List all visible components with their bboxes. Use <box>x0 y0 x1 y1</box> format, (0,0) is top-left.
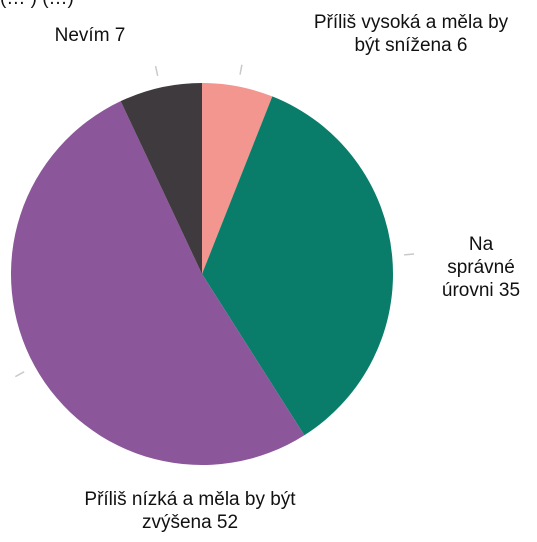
label-line: být snížena 6 <box>354 35 468 56</box>
label-line: Nevím 7 <box>54 25 126 46</box>
label-line: Příliš nízká a měla by být <box>84 489 296 510</box>
label-line: Příliš vysoká a měla by <box>313 12 509 33</box>
leader-line <box>404 253 415 256</box>
label-line: Na <box>468 234 494 255</box>
pie-slice-dont-know <box>120 83 202 274</box>
label-line: úrovni 35 <box>441 280 521 301</box>
leader-line <box>239 64 243 75</box>
chart-title: (… ) (…) <box>0 0 74 10</box>
label-slice-too-high: Příliš vysoká a měla by být snížena 6 <box>285 11 537 57</box>
label-line: správné <box>447 257 515 278</box>
label-slice-correct: Na správné úrovni 35 <box>425 233 537 302</box>
label-line: zvýšena 52 <box>141 512 239 533</box>
leader-line <box>154 65 159 77</box>
pie-slice-too-high <box>202 83 273 274</box>
label-slice-too-low: Příliš nízká a měla by být zvýšena 52 <box>40 488 340 534</box>
label-slice-dont-know: Nevím 7 <box>30 24 150 47</box>
pie-slice-correct <box>202 96 394 436</box>
pie-slice-too-low <box>10 101 305 466</box>
leader-line <box>14 371 25 378</box>
